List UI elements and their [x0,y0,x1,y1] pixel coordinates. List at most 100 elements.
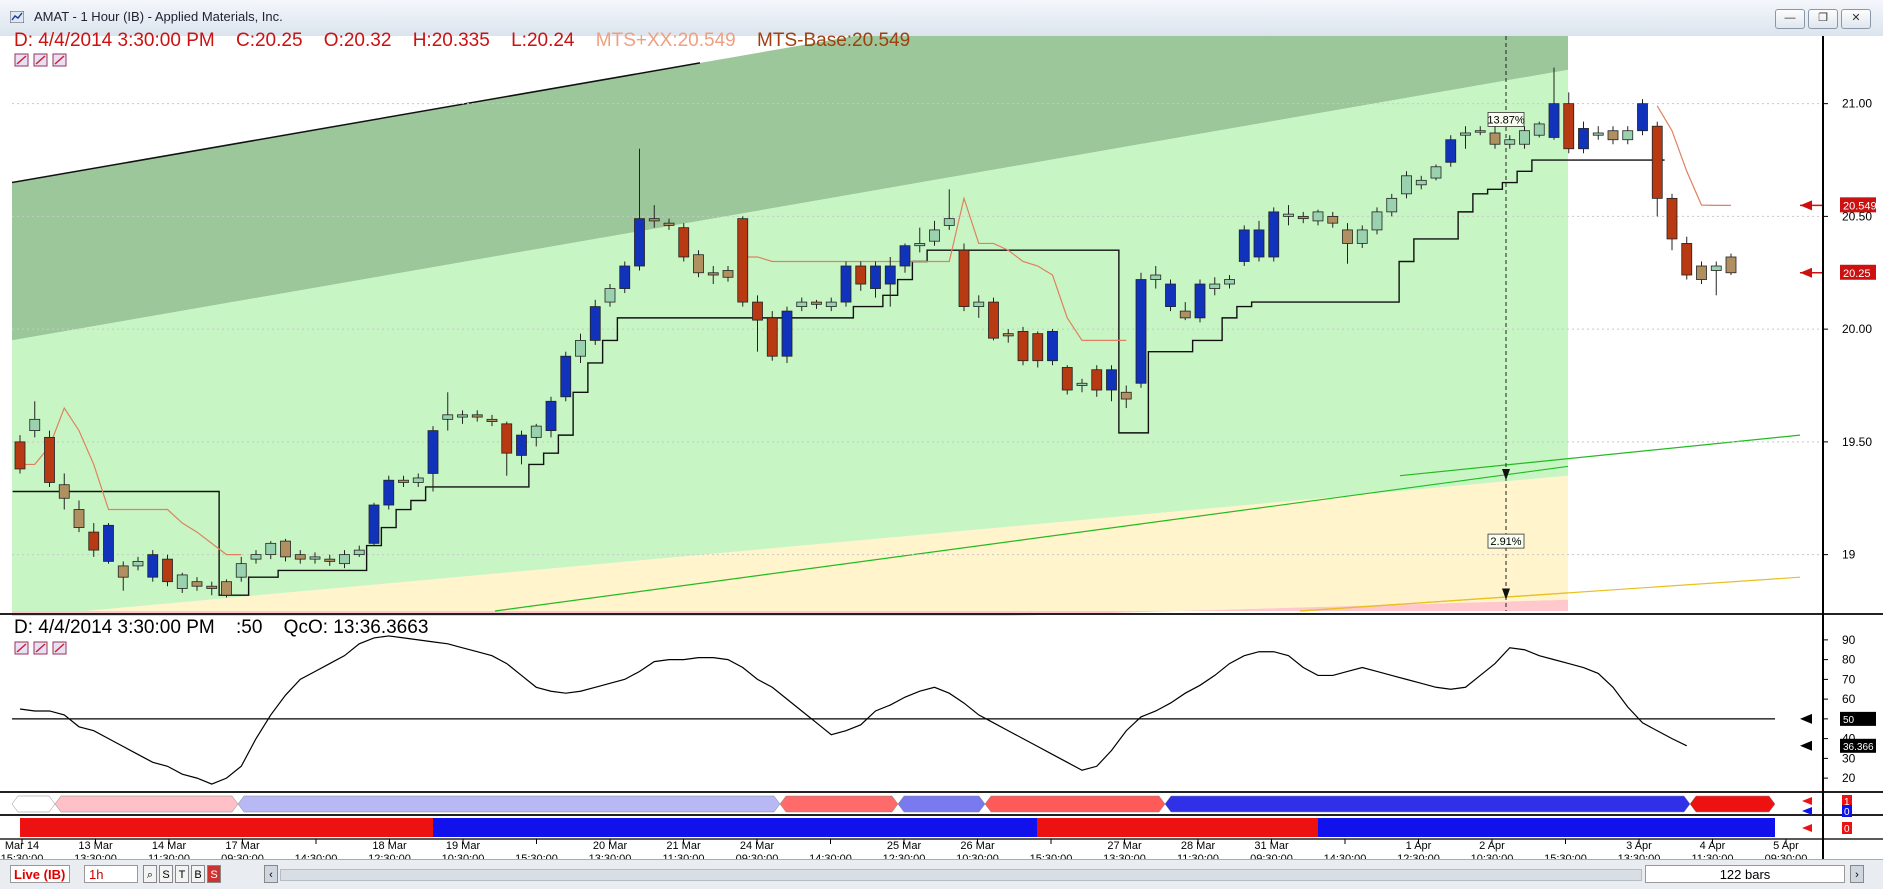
oscillator-pane-tools[interactable] [14,641,72,660]
live-data-button[interactable]: Live (IB) [10,865,70,883]
header-close: C:20.25 [235,30,303,51]
indicator-settings-icon[interactable] [14,53,72,67]
trend-strip-segment [897,795,986,813]
candle [1150,266,1162,289]
strip-tag-label: 0 [1844,807,1850,818]
candle-body [1386,197,1398,213]
candle-body [1445,139,1457,163]
time-date-label: 25 Mar [887,840,922,852]
mts-line [20,105,1731,556]
title-bar[interactable]: AMAT - 1 Hour (IB) - Applied Materials, … [0,0,1883,37]
candle-body [619,265,631,289]
candle [58,473,70,510]
channel-low-ext [1299,576,1801,612]
candle-body [1415,179,1427,186]
candle [516,430,527,465]
time-label: 09:30:00 [1250,853,1293,859]
candle-body [648,218,660,222]
osc-tick-label: 80 [1842,653,1856,667]
candle [1401,171,1412,199]
candle-body [870,265,881,289]
candle [1430,164,1442,181]
candle [1224,275,1235,289]
candle-body [678,227,690,258]
trend-strip-segment [1689,795,1776,813]
scroll-right-icon[interactable]: › [1850,865,1864,883]
time-label: 09:30:00 [736,853,779,859]
price-tick-label: 21.00 [1842,97,1872,111]
osc-tag-label: 36.366 [1843,742,1874,753]
candle [648,205,660,228]
scroll-left-icon[interactable]: ‹ [264,865,278,883]
minimize-button[interactable]: — [1775,9,1805,29]
osc-qco: QcO: 13:36.3663 [283,617,429,638]
restore-button[interactable]: ❐ [1808,9,1838,29]
price-pane-tools[interactable] [14,53,72,72]
candle [1371,207,1383,235]
candle [1637,99,1648,136]
price-tag-label: 20.549 [1843,200,1877,212]
candle [117,561,129,591]
candle [1696,261,1707,285]
oscillator-settings-icon[interactable] [14,641,72,655]
candle-body [840,265,852,303]
candle-body [398,479,409,483]
candle-body [1268,211,1280,258]
scroll-track[interactable] [280,869,1642,881]
zoom-icon[interactable]: ⌕ [143,865,157,883]
candle-body [1106,369,1117,391]
strip-tag-box [1842,795,1852,807]
candle-body [1474,130,1486,133]
candle-body [634,218,645,267]
candle [73,500,85,533]
time-label: 15:30:00 [1030,853,1073,859]
candle-body [1238,229,1250,262]
candle-body [1342,229,1353,244]
close-button[interactable]: ✕ [1841,9,1871,29]
candle-body [250,554,262,560]
mode-button-b[interactable]: B [191,865,205,883]
candle [221,579,232,598]
candle [1622,126,1634,145]
strip-tag-label: 0 [1844,824,1850,835]
channel-pct-label: 13.87% [1487,114,1525,126]
candle [929,220,940,246]
strip-marker-arrow [1802,797,1812,805]
osc-period: :50 [235,617,263,638]
candle [1032,331,1044,368]
timeframe-input[interactable]: 1h [84,865,138,883]
candle-body [265,542,277,556]
time-label: 12:30:00 [883,853,926,859]
candle-body [752,301,763,321]
candle-body [88,531,100,551]
candle [14,435,26,474]
candle-body [516,434,527,456]
price-tag-box [1840,197,1876,213]
candle [560,351,572,402]
candle [1017,326,1029,366]
signal-strip-segment [20,818,433,837]
header-date: D: 4/4/2014 3:30:00 PM [14,30,215,51]
chart-area[interactable]: 13.87% 2.91% 21.00 20.50 20.00 19.50 19 20.549… [0,36,1883,859]
time-label: 12:30:00 [1397,853,1440,859]
time-label: 15:30:00 [1,853,44,859]
candle [235,556,247,582]
candle [1179,302,1191,321]
time-date-label: 21 Mar [666,840,701,852]
osc-tick-label: 60 [1842,692,1856,706]
candle-body [1061,367,1073,391]
mode-button-s2[interactable]: S [207,865,221,883]
candle-body [324,558,336,562]
candle [1710,261,1722,296]
candle [1135,272,1147,388]
time-label: 09:30:00 [1765,853,1808,859]
trend-strip-segment [1164,795,1691,813]
mode-button-s[interactable]: S [159,865,173,883]
mode-button-t[interactable]: T [175,865,189,883]
candle [1312,209,1324,226]
price-tag-label: 20.25 [1843,268,1871,280]
candle-body [1032,333,1044,362]
candle [722,266,734,282]
candle-body [929,229,940,242]
time-date-label: 26 Mar [960,840,995,852]
